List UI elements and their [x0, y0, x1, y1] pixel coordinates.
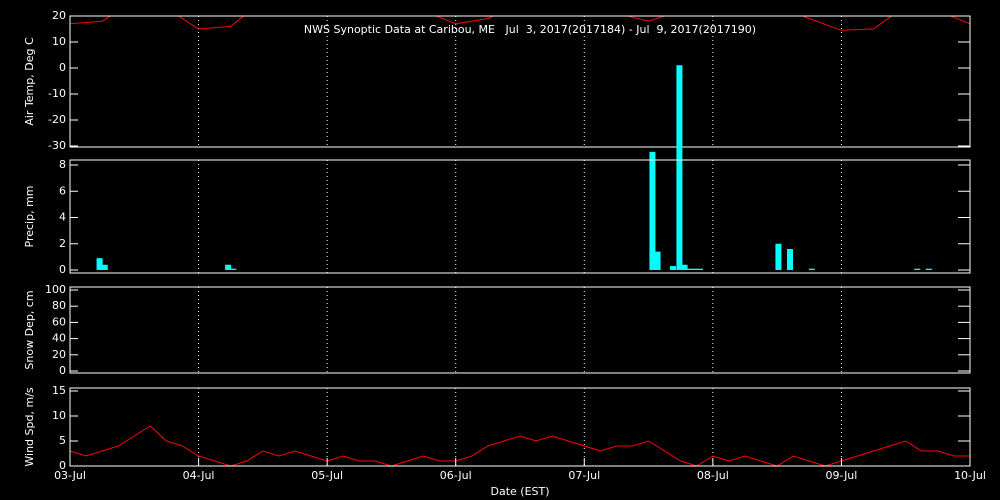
bar: [787, 249, 793, 270]
y-tick-label: 80: [52, 299, 66, 312]
y-tick-label: 2: [59, 237, 66, 250]
x-tick-label: 04-Jul: [183, 469, 215, 482]
y-tick-label: 10: [52, 409, 66, 422]
y-tick-label: 100: [45, 283, 66, 296]
bar: [808, 268, 815, 270]
x-tick-label: 05-Jul: [311, 469, 343, 482]
y-axis-label: Air Temp, Deg C: [23, 37, 36, 126]
line: [70, 425, 970, 466]
bar: [230, 268, 237, 270]
y-axis-label: Precip, mm: [23, 186, 36, 248]
y-tick-label: 0: [59, 364, 66, 377]
bar: [697, 268, 703, 270]
bar: [676, 65, 683, 270]
x-tick-label: 09-Jul: [825, 469, 857, 482]
y-tick-label: 4: [59, 211, 66, 224]
bar: [101, 264, 108, 270]
x-axis-label: Date (EST): [490, 485, 549, 498]
bar: [681, 264, 688, 270]
plot-frame: [69, 159, 971, 274]
x-tick-label: 10-Jul: [954, 469, 986, 482]
x-tick-label: 08-Jul: [697, 469, 729, 482]
y-tick-label: 8: [59, 158, 66, 171]
chart-title: NWS Synoptic Data at Caribou, ME Jul 3, …: [304, 23, 756, 36]
y-tick-label: 6: [59, 184, 66, 197]
y-tick-label: 15: [52, 384, 66, 397]
y-tick-label: -10: [48, 87, 66, 100]
line: [70, 16, 970, 31]
x-tick-label: 07-Jul: [568, 469, 600, 482]
plot-frame: [69, 387, 971, 467]
y-tick-label: 0: [59, 459, 66, 472]
bar: [775, 243, 782, 270]
bar: [225, 264, 232, 270]
y-tick-label: -20: [48, 113, 66, 126]
plot-frame: [69, 286, 971, 374]
y-tick-label: 10: [52, 35, 66, 48]
y-tick-label: 0: [59, 263, 66, 276]
y-tick-label: 40: [52, 332, 66, 345]
bar: [925, 268, 932, 270]
y-tick-label: 20: [52, 348, 66, 361]
bar: [96, 258, 103, 270]
bar: [670, 266, 676, 270]
y-tick-label: 5: [59, 434, 66, 447]
x-tick-label: 06-Jul: [440, 469, 472, 482]
bar: [686, 268, 693, 270]
y-tick-label: 0: [59, 61, 66, 74]
bar: [654, 251, 661, 270]
y-tick-label: -30: [48, 139, 66, 152]
x-tick-label: 03-Jul: [54, 469, 86, 482]
y-axis-label: Wind Spd, m/s: [23, 387, 36, 467]
bar: [914, 268, 921, 270]
bar: [691, 268, 698, 270]
y-axis-label: Snow Dep, cm: [23, 290, 36, 369]
y-tick-label: 60: [52, 315, 66, 328]
bar: [649, 151, 656, 270]
y-tick-label: 20: [52, 9, 66, 22]
plot-frame: [69, 15, 971, 148]
